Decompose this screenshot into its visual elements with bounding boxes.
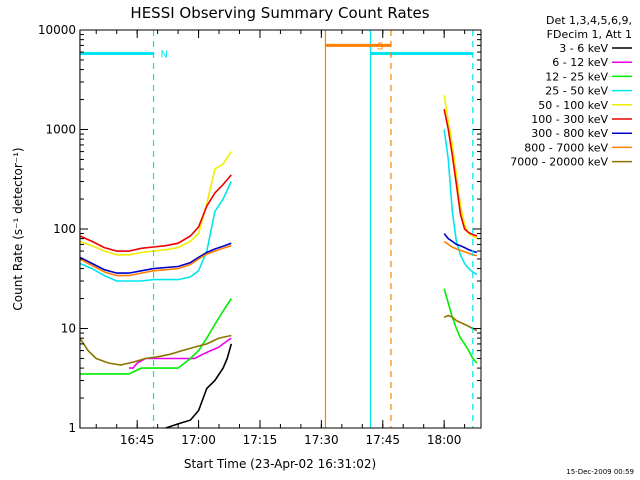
y-tick-label-2: 10 [61,322,76,336]
legend-label-3: 12 - 25 keV [545,70,608,83]
y-axis-label: Count Rate (s⁻¹ detector⁻¹) [11,147,25,310]
legend-header-line-2: FDecim 1, Att 1 [547,28,632,41]
legend-label-7: 300 - 800 keV [531,127,608,140]
legend-label-5: 50 - 100 keV [538,99,608,112]
legend-label-2: 6 - 12 keV [552,56,608,69]
x-tick-label-5: 17:45 [365,433,400,447]
series-line-7-part-2 [443,233,478,254]
legend-label-1: 3 - 6 keV [559,42,608,55]
x-axis-label: Start Time (23-Apr-02 16:31:02) [184,457,376,471]
series-line-6-part-2 [443,109,478,237]
y-tick-label-1: 1 [68,421,76,435]
legend-label-6: 100 - 300 keV [531,113,608,126]
series-line-8-part-2 [443,240,478,257]
series-line-1-part-1 [165,343,233,429]
series-line-7-part-1 [79,242,232,274]
x-tick-label-2: 17:00 [181,433,216,447]
x-tick-label-1: 16:45 [120,433,155,447]
series-line-3-part-1 [79,298,232,375]
series-line-8-part-1 [79,244,232,277]
footer-timestamp: 15-Dec-2009 00:59 [566,468,634,476]
legend-label-4: 25 - 50 keV [545,85,608,98]
flag-label-N: N [161,50,168,61]
flag-label-S: S [377,41,383,52]
legend-header-line-1: Det 1,3,4,5,6,9, [546,14,632,27]
series-line-5-part-1 [79,151,232,256]
series-line-9-part-1 [79,334,232,366]
y-tick-label-3: 100 [53,222,76,236]
flags-layer: NS [79,30,474,428]
legend-label-8: 800 - 7000 keV [524,141,608,154]
x-tick-label-4: 17:30 [304,433,339,447]
series-line-2-part-1 [129,337,232,369]
series-lines-layer [79,95,478,429]
legend: Det 1,3,4,5,6,9, FDecim 1, Att 1 3 - 6 k… [510,14,632,169]
axes-layer: 16:45 17:00 17:15 17:30 17:45 18:00 1 10 100 1000… [38,23,481,447]
legend-label-9: 7000 - 20000 keV [510,156,608,169]
chart-title: HESSI Observing Summary Count Rates [130,4,429,22]
y-tick-label-4: 1000 [45,123,76,137]
series-line-4-part-1 [79,181,233,282]
series-line-6-part-1 [79,174,232,252]
series-line-3-part-2 [443,288,478,364]
series-line-9-part-2 [443,314,478,332]
x-tick-label-3: 17:15 [243,433,278,447]
y-tick-label-5: 10000 [38,23,76,37]
x-tick-label-6: 18:00 [427,433,462,447]
series-line-4-part-2 [443,129,478,276]
series-line-5-part-2 [443,95,478,240]
